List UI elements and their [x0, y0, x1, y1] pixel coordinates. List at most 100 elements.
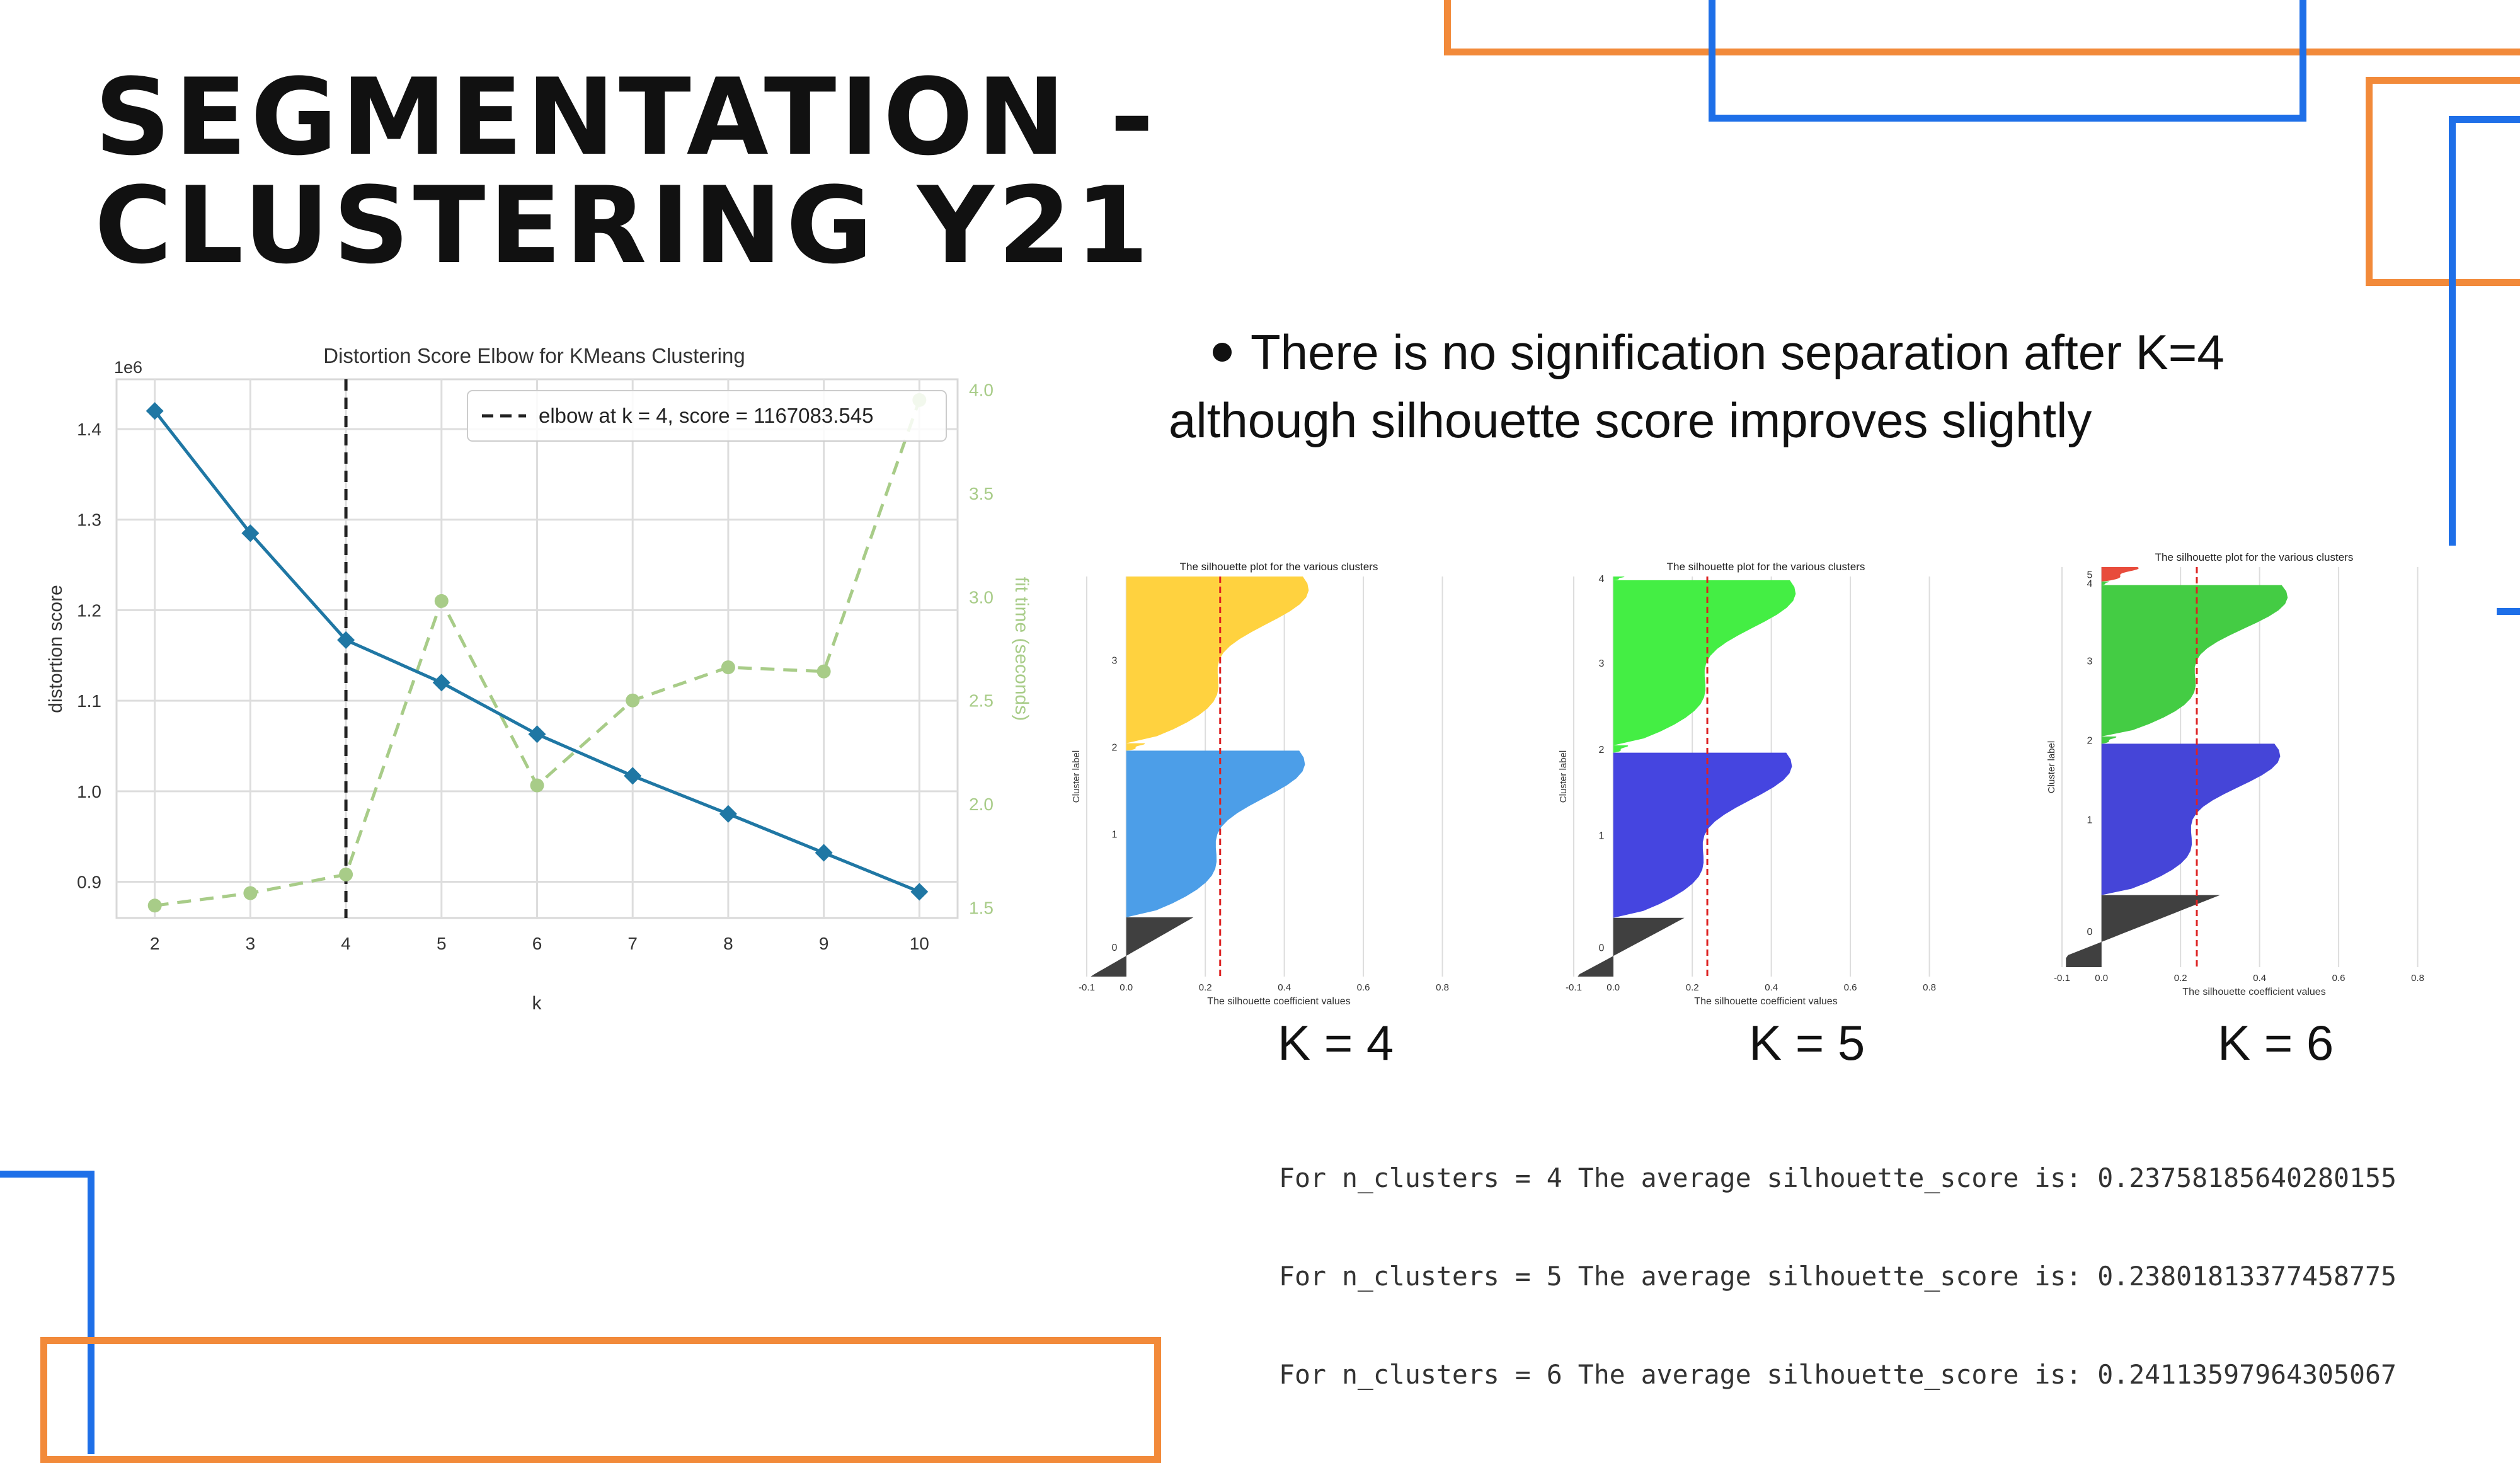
distortion-point: [146, 402, 164, 420]
fit-time-point: [147, 898, 162, 913]
silhouette-plot-k4: The silhouette plot for the various clus…: [1071, 561, 1521, 1007]
cluster-label: 3: [2087, 657, 2093, 667]
bullet-line-1: There is no signification separation aft…: [1251, 324, 2225, 380]
silhouette-x-tick: 0.6: [2332, 973, 2345, 984]
x-tick-label: 9: [819, 934, 829, 953]
silhouette-x-tick: 0.4: [2253, 973, 2266, 984]
silhouette-cluster-3: [2101, 585, 2288, 737]
x-tick-label: 5: [437, 934, 447, 953]
silhouette-y-label: Cluster label: [2046, 741, 2057, 793]
silhouette-y-label: Cluster label: [1071, 750, 1082, 803]
silhouette-x-tick: 0.8: [2411, 973, 2424, 984]
silhouette-cluster-2: [2101, 736, 2117, 744]
silhouette-x-tick: 0.2: [2174, 973, 2187, 984]
x-axis-label: k: [532, 993, 542, 1014]
x-tick-label: 4: [341, 934, 351, 953]
y-tick-label: 1.2: [77, 600, 101, 620]
silhouette-x-tick: -0.1: [1566, 982, 1582, 993]
silhouette-x-tick: 0.4: [1765, 982, 1778, 993]
fit-time-point: [243, 886, 258, 900]
elbow-chart: Distortion Score Elbow for KMeans Cluste…: [45, 344, 1032, 1014]
bullet-line-2: although silhouette score improves sligh…: [1169, 393, 2092, 448]
distortion-point: [432, 674, 450, 692]
distortion-point: [624, 767, 642, 785]
silhouette-title: The silhouette plot for the various clus…: [1667, 561, 1865, 573]
cluster-label: 3: [1599, 658, 1605, 669]
cluster-label: 1: [2087, 815, 2093, 825]
silhouette-y-label: Cluster label: [1558, 750, 1569, 803]
decor-blue-top-frame: [1709, 0, 2306, 122]
fit-time-point: [530, 778, 544, 793]
silhouette-x-tick: 0.6: [1844, 982, 1857, 993]
silhouette-x-label: The silhouette coefficient values: [1694, 996, 1837, 1007]
silhouette-cluster-0: [2066, 895, 2220, 967]
score-line-5: For n_clusters = 5 The average silhouett…: [1279, 1261, 2397, 1292]
silhouette-score-output: For n_clusters = 4 The average silhouett…: [1279, 1096, 2397, 1424]
fit-time-point: [626, 693, 640, 708]
cluster-label: 0: [1599, 943, 1605, 953]
y2-tick-label: 4.0: [969, 380, 994, 399]
silhouette-x-tick: 0.0: [2095, 973, 2108, 984]
silhouette-x-tick: -0.1: [2054, 973, 2070, 984]
y2-tick-label: 1.5: [969, 898, 994, 918]
x-tick-label: 2: [150, 934, 160, 953]
legend-text: elbow at k = 4, score = 1167083.545: [539, 404, 873, 427]
cluster-label: 1: [1112, 830, 1118, 841]
cluster-label: 4: [2087, 579, 2093, 590]
cluster-label: 3: [1112, 655, 1118, 666]
silhouette-cluster-0: [1578, 917, 1685, 977]
cluster-label: 2: [2087, 736, 2093, 747]
cluster-label: 2: [1112, 742, 1118, 753]
y-tick-label: 0.9: [77, 873, 101, 892]
silhouette-x-tick: 0.8: [1436, 982, 1449, 993]
cluster-label: 1: [1599, 831, 1605, 842]
cluster-label: 2: [1599, 745, 1605, 755]
fit-time-point: [434, 594, 449, 608]
silhouette-x-tick: 0.8: [1923, 982, 1936, 993]
y2-tick-label: 2.0: [969, 795, 994, 814]
distortion-point: [719, 805, 737, 823]
cluster-label: 0: [1112, 943, 1118, 953]
y2-tick-label: 3.0: [969, 587, 994, 607]
silhouette-plot-k5: The silhouette plot for the various clus…: [1558, 561, 2008, 1007]
silhouette-cluster-4: [1613, 577, 1625, 580]
silhouette-title: The silhouette plot for the various clus…: [1180, 561, 1378, 573]
decor-blue-right-line: [2449, 116, 2520, 546]
legend-box: [467, 390, 947, 442]
silhouette-cluster-1: [2101, 743, 2281, 895]
silhouette-title: The silhouette plot for the various clus…: [2155, 551, 2354, 563]
y2-tick-label: 3.5: [969, 484, 994, 503]
y-multiplier-label: 1e6: [114, 358, 142, 377]
y2-tick-label: 2.5: [969, 691, 994, 711]
y2-axis-label: fit time (seconds): [1011, 577, 1032, 721]
fit-time-point: [816, 664, 831, 679]
distortion-point: [528, 725, 546, 743]
silhouette-x-tick: 0.2: [1199, 982, 1212, 993]
y-tick-label: 1.4: [77, 420, 101, 439]
silhouette-x-tick: 0.4: [1278, 982, 1291, 993]
chart-title: Distortion Score Elbow for KMeans Cluste…: [323, 344, 745, 367]
x-tick-label: 3: [246, 934, 256, 953]
decor-orange-right-frame: [2366, 77, 2520, 286]
fit-time-point: [339, 867, 353, 881]
silhouette-x-label: The silhouette coefficient values: [1207, 996, 1350, 1007]
silhouette-cluster-3: [1126, 577, 1309, 743]
k-label-6: K = 6: [2218, 1015, 2334, 1070]
silhouette-cluster-4: [2101, 581, 2109, 585]
slide-title-line-2: CLUSTERING Y21: [94, 164, 1153, 287]
silhouette-x-tick: 0.0: [1120, 982, 1133, 993]
silhouette-cluster-2: [1126, 743, 1145, 751]
k-label-4: K = 4: [1278, 1015, 1394, 1070]
cluster-label: 4: [1599, 574, 1605, 585]
decor-orange-top-frame: [1444, 0, 2520, 55]
x-tick-label: 7: [627, 934, 638, 953]
bullet-dot-icon: [1213, 343, 1232, 362]
distortion-point: [815, 844, 833, 862]
silhouette-cluster-1: [1126, 750, 1305, 917]
score-line-4: For n_clusters = 4 The average silhouett…: [1279, 1162, 2397, 1193]
k-label-5: K = 5: [1749, 1015, 1865, 1070]
distortion-point: [241, 524, 260, 542]
decor-blue-bottom-left-line: [0, 1171, 94, 1454]
silhouette-x-label: The silhouette coefficient values: [2182, 987, 2325, 997]
silhouette-cluster-5: [2101, 567, 2139, 582]
